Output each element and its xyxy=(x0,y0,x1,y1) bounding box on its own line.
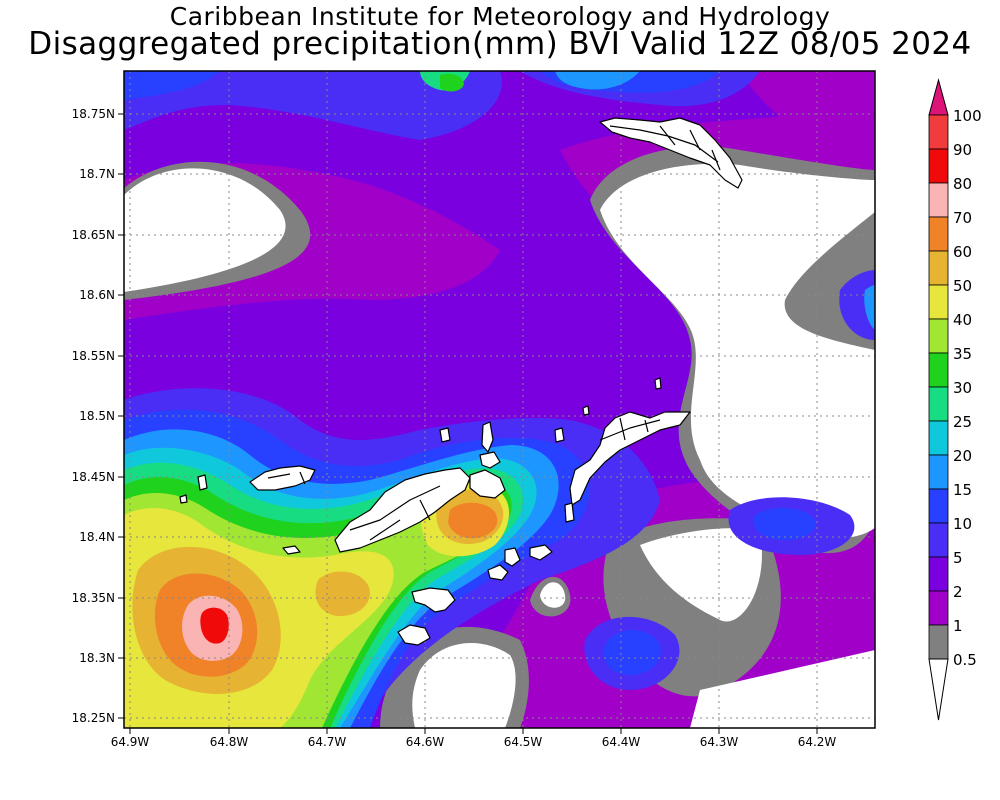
colorbar-label: 60 xyxy=(953,243,973,261)
lat-tick-label: 18.3N xyxy=(79,651,115,665)
colorbar-swatch-70-80 xyxy=(928,182,949,218)
colorbar-top-arrow xyxy=(928,78,949,116)
lat-tick-label: 18.55N xyxy=(71,349,115,363)
lon-tick-label: 64.9W xyxy=(110,735,150,749)
colorbar-label: 15 xyxy=(953,481,973,499)
lon-tick-label: 64.6W xyxy=(405,735,445,749)
colorbar-label: 40 xyxy=(953,311,973,329)
island-outlines xyxy=(179,117,743,646)
colorbar-swatch-35-40 xyxy=(928,318,949,354)
colorbar-swatch-1-2 xyxy=(928,590,949,626)
chart-subtitle: Disaggregated precipitation(mm) BVI Vali… xyxy=(28,26,972,62)
colorbar-label: 1 xyxy=(953,617,963,635)
lat-tick-label: 18.35N xyxy=(71,591,115,605)
lon-tick-label: 64.7W xyxy=(307,735,347,749)
lat-tick-label: 18.6N xyxy=(79,288,115,302)
colorbar-swatch-90-100 xyxy=(928,114,949,150)
colorbar-label: 35 xyxy=(953,345,973,363)
colorbar-label: 80 xyxy=(953,175,973,193)
colorbar-label: 50 xyxy=(953,277,973,295)
lat-tick-label: 18.65N xyxy=(71,228,115,242)
colorbar-label: 25 xyxy=(953,413,973,431)
colorbar-swatch-25-30 xyxy=(928,386,949,422)
lat-tick-label: 18.45N xyxy=(71,470,115,484)
colorbar-label: 100 xyxy=(953,107,982,125)
lat-tick-label: 18.25N xyxy=(71,711,115,725)
colorbar-label: 90 xyxy=(953,141,973,159)
lon-tick-label: 64.2W xyxy=(797,735,837,749)
colorbar-bottom-arrow xyxy=(928,658,949,721)
lat-tick-label: 18.7N xyxy=(79,167,115,181)
colorbar-swatch-10-15 xyxy=(928,488,949,524)
colorbar-label: 2 xyxy=(953,583,963,601)
field-below-0.5mm xyxy=(124,163,875,728)
colorbar-swatch-5-10 xyxy=(928,522,949,558)
lat-lon-grid xyxy=(124,71,875,728)
colorbar-swatch-80-90 xyxy=(928,148,949,184)
colorbar-swatch-0.5-1 xyxy=(928,624,949,660)
lon-tick-label: 64.5W xyxy=(503,735,543,749)
lon-tick-label: 64.3W xyxy=(699,735,739,749)
colorbar-swatch-60-70 xyxy=(928,216,949,252)
field-80-90mm xyxy=(200,607,229,644)
colorbar-label: 20 xyxy=(953,447,973,465)
axis-ticks xyxy=(118,113,818,734)
colorbar-label: 10 xyxy=(953,515,973,533)
colorbar-swatch-2-5 xyxy=(928,556,949,592)
colorbar-swatch-50-60 xyxy=(928,250,949,286)
colorbar-label: 30 xyxy=(953,379,973,397)
colorbar-swatch-15-20 xyxy=(928,454,949,490)
lon-tick-label: 64.4W xyxy=(601,735,641,749)
colorbar xyxy=(928,78,949,721)
precipitation-field xyxy=(124,71,875,728)
plot-frame xyxy=(123,70,876,729)
lon-tick-label: 64.8W xyxy=(209,735,249,749)
lat-tick-label: 18.5N xyxy=(79,409,115,423)
colorbar-label: 0.5 xyxy=(953,651,977,669)
chart-title: Caribbean Institute for Meteorology and … xyxy=(169,2,831,31)
lat-tick-label: 18.75N xyxy=(71,107,115,121)
colorbar-label: 70 xyxy=(953,209,973,227)
colorbar-swatch-30-35 xyxy=(928,352,949,388)
colorbar-swatch-20-25 xyxy=(928,420,949,456)
colorbar-label: 5 xyxy=(953,549,963,567)
lat-tick-label: 18.4N xyxy=(79,530,115,544)
colorbar-swatch-40-50 xyxy=(928,284,949,320)
